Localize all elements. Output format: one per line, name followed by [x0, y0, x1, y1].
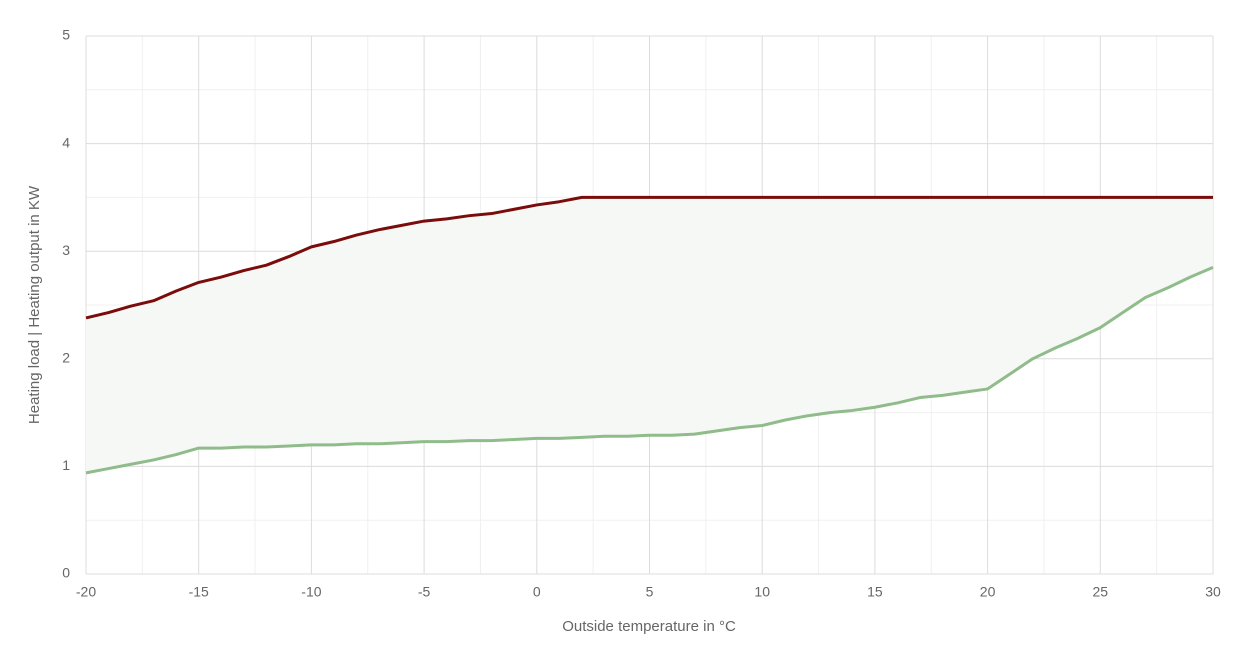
x-tick-label: 10: [754, 584, 770, 600]
y-tick-label: 2: [62, 350, 70, 366]
x-tick-label: -10: [301, 584, 321, 600]
y-tick-label: 0: [62, 565, 70, 581]
x-tick-label: -15: [189, 584, 209, 600]
x-tick-label: 5: [646, 584, 654, 600]
y-tick-label: 1: [62, 457, 70, 473]
y-axis-label: Heating load | Heating output in KW: [26, 185, 43, 424]
x-tick-label: 15: [867, 584, 883, 600]
x-axis-label: Outside temperature in °C: [562, 618, 736, 635]
x-tick-label: -5: [418, 584, 431, 600]
plot: 0 1 2 3 4 5 -20 -15 -10 -5 0 5 10 15 20 25 30: [62, 27, 1221, 600]
x-tick-label: 0: [533, 584, 541, 600]
series-line: [85, 195, 1213, 320]
band-fill: [86, 197, 1213, 473]
x-tick-label: 30: [1205, 584, 1221, 600]
x-tick-label: 20: [980, 584, 996, 600]
y-tick-label: 5: [62, 27, 70, 43]
y-tick-label: 4: [62, 134, 70, 150]
y-tick-label: 3: [62, 242, 70, 258]
x-tick-label: -20: [76, 584, 96, 600]
series-line: [85, 265, 1214, 475]
x-tick-label: 25: [1093, 584, 1109, 600]
